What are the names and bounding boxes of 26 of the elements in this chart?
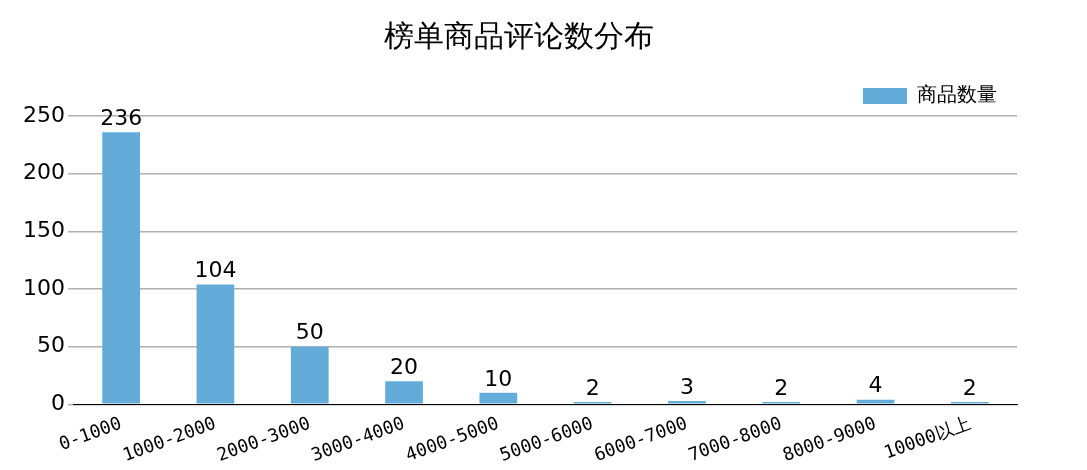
- bar: [479, 392, 518, 404]
- chart-title: 榜单商品评论数分布: [383, 17, 654, 53]
- x-tick-label: 10000以上: [880, 411, 973, 463]
- y-tick-label: 50: [36, 332, 65, 358]
- y-tick-label: 150: [22, 217, 65, 243]
- data-label: 50: [295, 319, 324, 345]
- data-label: 2: [962, 374, 977, 400]
- bar: [290, 346, 329, 404]
- y-tick-label: 100: [22, 274, 65, 300]
- bar: [196, 284, 235, 404]
- data-label: 2: [585, 374, 600, 400]
- y-tick-label: 0: [50, 390, 65, 416]
- legend-label: 商品数量: [917, 82, 997, 107]
- data-label: 3: [679, 373, 694, 399]
- bar: [102, 132, 140, 404]
- data-label: 236: [100, 104, 143, 130]
- y-tick-label: 250: [22, 101, 65, 127]
- data-label: 104: [194, 257, 237, 283]
- data-label: 2: [774, 374, 789, 400]
- bar: [668, 400, 706, 404]
- bar: [856, 399, 895, 404]
- y-tick-label: 200: [22, 159, 65, 185]
- data-label: 20: [390, 354, 419, 379]
- bar: [385, 381, 423, 404]
- data-label: 4: [868, 372, 883, 398]
- data-label: 10: [484, 365, 513, 391]
